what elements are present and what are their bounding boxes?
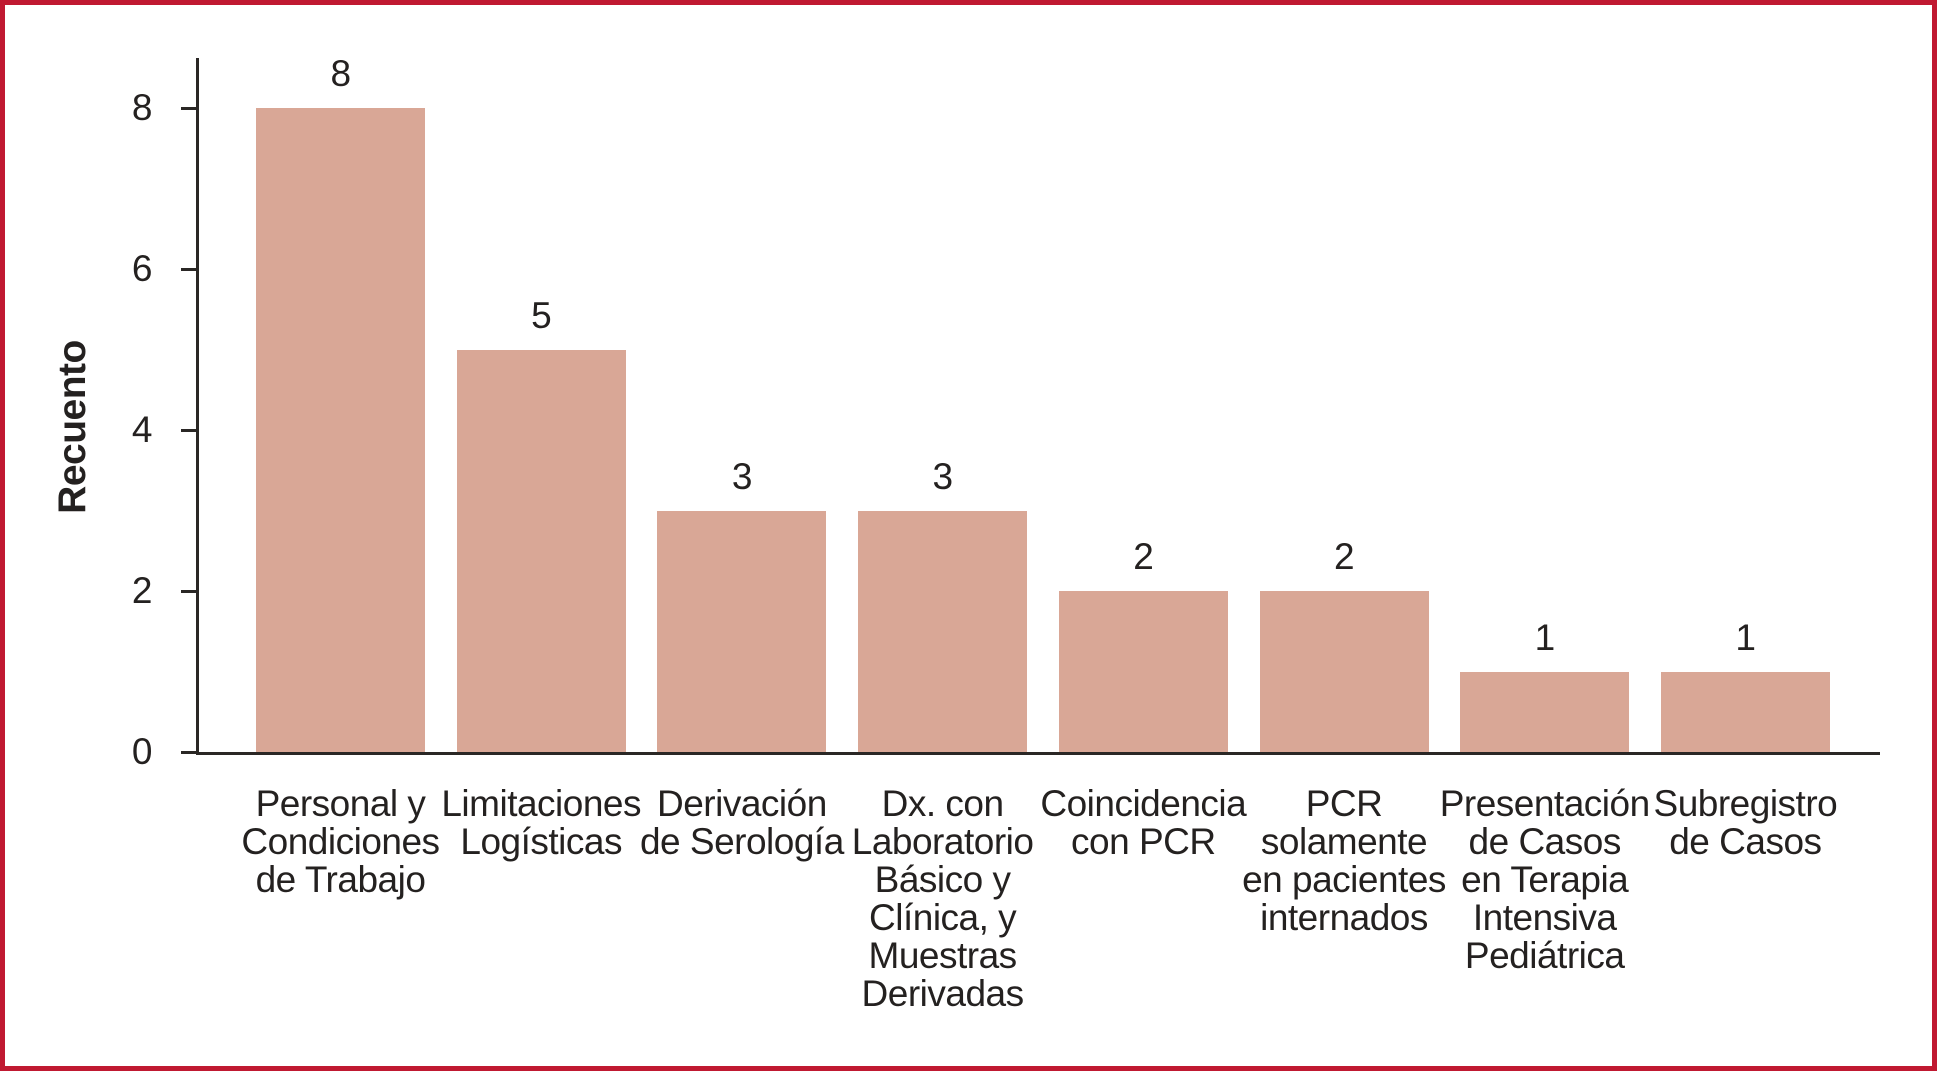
x-category-label-line: Condiciones: [241, 821, 440, 862]
x-category-label-line: de Casos: [1669, 821, 1822, 862]
y-tick-mark: [181, 590, 197, 593]
x-axis-line: [196, 752, 1880, 755]
x-category-label-line: solamente: [1260, 821, 1428, 862]
x-category-label: Presentación de Casos en Terapia Intensiva P…: [1430, 785, 1660, 975]
y-tick-label: 6: [131, 248, 153, 289]
bar: [1660, 671, 1830, 752]
x-category-label: Subregistro de Casos: [1630, 785, 1860, 861]
x-category-label: PCR solamente en pacientes internados: [1229, 785, 1459, 937]
x-category-label: Limitaciones Logísticas: [426, 785, 656, 861]
x-category-label-line: en Terapia: [1461, 859, 1629, 900]
x-category-label-line: internados: [1260, 897, 1428, 938]
bar-value-label: 5: [531, 294, 552, 336]
x-category-label-line: Clínica, y: [869, 897, 1017, 938]
x-category-label-line: Muestras: [868, 935, 1018, 976]
x-category-label-line: Subregistro: [1653, 783, 1838, 824]
x-category-label-line: Derivadas: [861, 973, 1025, 1014]
x-category-label-line: Básico y: [874, 859, 1011, 900]
y-axis-line: [196, 58, 199, 755]
x-category-label-line: de Trabajo: [255, 859, 426, 900]
x-category-label: Dx. con Laboratorio Básico y Clínica, y Mues…: [828, 785, 1058, 1013]
x-category-label-line: Pediátrica: [1464, 935, 1625, 976]
x-category-label-line: Logísticas: [460, 821, 622, 862]
x-category-label-line: Presentación: [1439, 783, 1650, 824]
bar-value-label: 1: [1735, 616, 1756, 658]
y-tick-mark: [181, 107, 197, 110]
bar: [1460, 671, 1630, 752]
x-category-label-line: Derivación: [656, 783, 827, 824]
x-category-label-line: de Casos: [1468, 821, 1622, 862]
bar-value-label: 2: [1133, 536, 1154, 577]
x-category-label-line: Dx. con: [881, 783, 1004, 824]
x-category-label-line: Limitaciones: [441, 783, 642, 824]
bar-value-label: 8: [330, 53, 351, 94]
bar: [256, 108, 425, 752]
bar: [657, 510, 827, 752]
y-tick-label: 2: [131, 570, 153, 611]
bar: [858, 510, 1028, 752]
bar-value-label: 3: [932, 455, 954, 497]
x-category-label-line: con PCR: [1071, 821, 1216, 862]
bar-value-label: 2: [1333, 536, 1355, 577]
x-category-label-line: Laboratorio: [851, 821, 1034, 862]
y-tick-label: 4: [131, 409, 153, 450]
bar-value-label: 1: [1534, 616, 1556, 658]
x-category-label-line: Intensiva: [1472, 897, 1617, 938]
x-category-label: Personal y Condiciones de Trabajo: [226, 785, 456, 899]
y-tick-mark: [181, 429, 197, 432]
x-category-label: Coincidencia con PCR: [1028, 785, 1258, 861]
x-category-label-line: de Serología: [639, 821, 844, 862]
x-category-label-line: Personal y: [255, 783, 426, 824]
y-tick-mark: [181, 268, 197, 271]
y-tick-label: 0: [131, 731, 153, 772]
y-tick-label: 8: [131, 87, 153, 128]
y-tick-mark: [181, 751, 197, 754]
x-category-label: Derivación de Serología: [627, 785, 857, 861]
x-category-label-line: en pacientes: [1242, 859, 1446, 900]
x-category-label-line: Coincidencia: [1040, 783, 1247, 824]
bar: [456, 349, 626, 752]
bar: [1058, 591, 1228, 752]
bar-value-label: 3: [731, 455, 753, 497]
bar: [1259, 591, 1429, 752]
x-category-label-line: PCR: [1305, 783, 1383, 824]
